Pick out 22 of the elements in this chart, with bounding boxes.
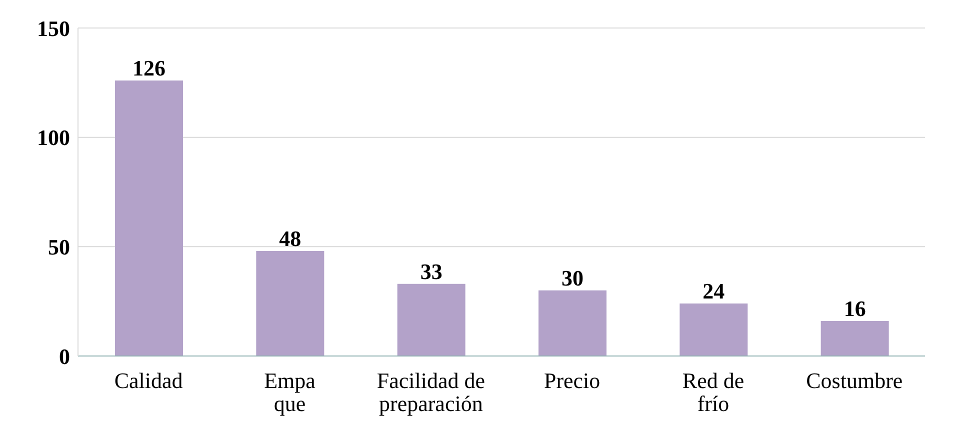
y-tick-label: 0	[59, 344, 70, 369]
bar	[538, 290, 606, 356]
bar	[256, 251, 324, 356]
bar	[397, 284, 466, 356]
x-tick-label: Precio	[544, 368, 600, 393]
y-tick-label: 150	[37, 16, 70, 41]
data-label: 30	[562, 265, 584, 290]
x-tick-label: Calidad	[114, 368, 183, 393]
bar	[820, 321, 889, 356]
x-tick-label: Costumbre	[806, 368, 903, 393]
y-tick-label: 50	[48, 234, 70, 260]
data-label: 16	[844, 296, 866, 322]
x-tick-label: Red de frío	[682, 368, 744, 416]
data-label: 24	[702, 278, 725, 304]
bar	[115, 80, 183, 356]
x-tick-label: Facilidad de preparación	[376, 368, 485, 416]
data-label: 48	[279, 226, 302, 252]
x-tick-label: Empa que	[264, 368, 316, 416]
data-label: 126	[132, 55, 166, 80]
data-label: 33	[420, 258, 442, 284]
bar	[680, 304, 748, 356]
y-tick-label: 100	[37, 125, 70, 150]
